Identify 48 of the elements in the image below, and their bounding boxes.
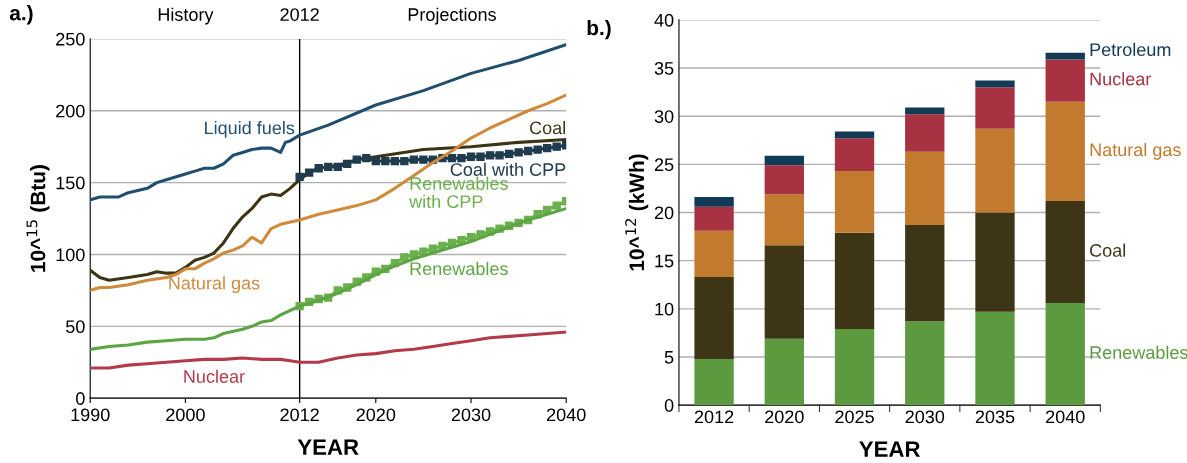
text: History — [158, 7, 214, 25]
x-tick-label: 2020 — [765, 410, 804, 424]
x-tick-label: 2030 — [451, 408, 491, 422]
x-tick-label: 1990 — [71, 408, 110, 422]
y-tick-label: 10 — [655, 302, 674, 316]
series-label: Renewables — [1090, 345, 1187, 359]
series-label: Petroleum — [1090, 42, 1171, 57]
y-tick-label: 0 — [664, 399, 674, 412]
y-tick-label: 150 — [56, 176, 85, 190]
series-label: Coal with CPP — [450, 162, 566, 176]
y-tick-label: 20 — [654, 206, 674, 220]
x-tick-label: 2000 — [166, 408, 205, 422]
x-tick-label: 2040 — [1046, 410, 1085, 424]
y-tick-label: 100 — [56, 248, 85, 262]
x-tick-label: 2040 — [547, 408, 586, 422]
series-label: Nuclear — [184, 369, 245, 383]
x-tick-label: 2030 — [905, 410, 945, 424]
series-label: Natural gas — [1090, 142, 1181, 160]
x-tick-label: 2025 — [835, 410, 874, 424]
y-tick-label: 250 — [56, 32, 85, 46]
y-tick-label: 35 — [654, 62, 674, 75]
series-label: Nuclear — [1090, 72, 1152, 86]
text: Projections — [408, 7, 496, 25]
y-tick-label: 50 — [65, 320, 85, 334]
text: a.) — [9, 5, 33, 25]
y-tick-label: 25 — [654, 158, 674, 172]
series-label: Liquid fuels — [205, 121, 295, 138]
series-label: Renewables — [410, 261, 508, 276]
series-label: Coal — [529, 121, 565, 135]
y-tick-label: 30 — [654, 110, 674, 123]
series-label: Renewables with CPP — [409, 176, 508, 209]
series-label: Coal — [1090, 243, 1126, 257]
y-axis-title: 10^$^{15}$ (Btu) — [26, 165, 50, 272]
x-tick-label: 2012 — [694, 410, 734, 424]
y-tick-label: 15 — [655, 254, 674, 268]
y-axis-title: 10^$^{12}$ (kWh) — [625, 154, 649, 271]
x-axis-title: YEAR — [297, 439, 359, 455]
x-axis-title: YEAR — [859, 441, 921, 457]
series-label: Natural gas — [169, 276, 260, 294]
y-tick-label: 0 — [76, 392, 85, 405]
ref-line-label: 2012 — [280, 8, 319, 21]
x-tick-label: 2020 — [356, 408, 396, 422]
y-tick-label: 5 — [664, 351, 674, 364]
y-tick-label: 40 — [654, 13, 674, 27]
x-tick-label: 2012 — [280, 408, 319, 422]
text: b.) — [587, 19, 611, 40]
y-tick-label: 200 — [56, 104, 85, 118]
x-tick-label: 2035 — [975, 410, 1015, 424]
